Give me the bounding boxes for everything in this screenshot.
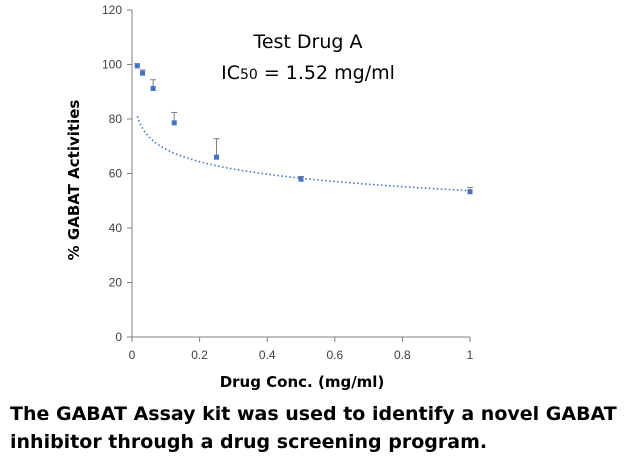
ic50-value: = 1.52 mg/ml (258, 62, 395, 84)
data-point (171, 120, 177, 126)
data-point (467, 189, 473, 195)
x-tick-label: 0.6 (326, 348, 343, 362)
y-ticks: 0 20 40 60 80 100 120 (102, 3, 132, 344)
data-points (134, 63, 473, 195)
x-tick-label: 0.8 (394, 348, 411, 362)
chart: 0 20 40 60 80 100 120 0 0.2 0.4 0.6 0.8 1 Test Drug… (65, 3, 474, 391)
y-tick-label: 40 (109, 221, 123, 235)
x-tick-label: 0.2 (191, 348, 208, 362)
ic50-subscript: 50 (240, 67, 258, 83)
data-point (150, 85, 156, 91)
y-tick-label: 0 (115, 330, 122, 344)
y-tick-label: 120 (102, 3, 122, 17)
data-point (140, 70, 146, 76)
x-tick-label: 0.4 (259, 348, 276, 362)
y-tick-label: 80 (109, 112, 123, 126)
y-tick-label: 60 (109, 167, 123, 181)
data-point (214, 154, 219, 160)
y-axis-title: % GABAT Activities (65, 100, 83, 261)
data-point (134, 63, 140, 69)
x-tick-label: 0 (129, 348, 136, 362)
drug-name-label: Test Drug A (252, 31, 362, 53)
x-ticks: 0 0.2 0.4 0.6 0.8 1 (129, 337, 474, 362)
fit-curve (136, 116, 471, 192)
ic50-label: IC50 = 1.52 mg/ml (221, 62, 395, 84)
y-tick-label: 20 (109, 276, 123, 290)
x-axis-title: Drug Conc. (mg/ml) (220, 373, 385, 391)
y-tick-label: 100 (102, 58, 122, 72)
data-point (298, 176, 304, 182)
figure-caption: The GABAT Assay kit was used to identify… (10, 403, 617, 453)
ic50-prefix: IC (221, 62, 240, 84)
x-tick-label: 1 (467, 348, 474, 362)
